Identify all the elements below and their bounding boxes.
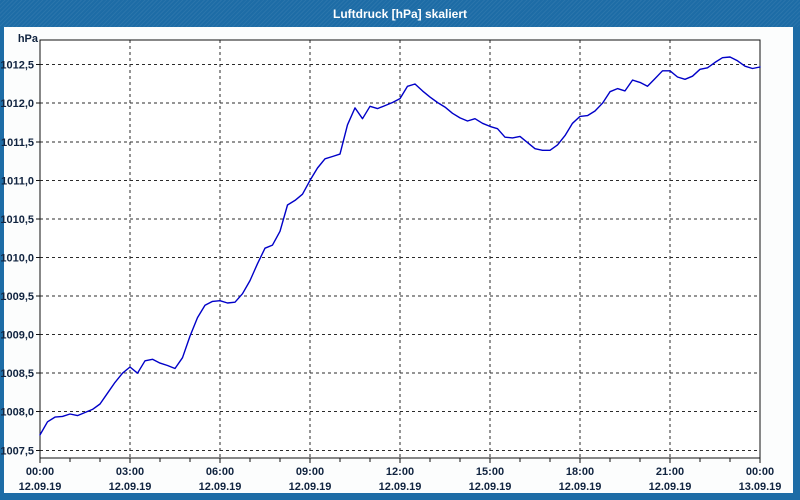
window-title: Luftdruck [hPa] skaliert [332, 6, 468, 21]
svg-text:1010,5: 1010,5 [0, 214, 34, 226]
svg-text:1011,5: 1011,5 [1, 137, 34, 149]
svg-text:12.09.19: 12.09.19 [109, 481, 152, 493]
svg-text:1011,0: 1011,0 [1, 175, 34, 187]
svg-text:12.09.19: 12.09.19 [289, 481, 332, 493]
svg-text:1012,0: 1012,0 [0, 98, 34, 110]
svg-text:12.09.19: 12.09.19 [559, 481, 602, 493]
svg-text:12.09.19: 12.09.19 [199, 481, 242, 493]
svg-text:1012,5: 1012,5 [0, 60, 34, 72]
svg-text:15:00: 15:00 [476, 466, 504, 478]
svg-text:00:00: 00:00 [26, 466, 54, 478]
svg-text:06:00: 06:00 [206, 466, 234, 478]
svg-text:12.09.19: 12.09.19 [469, 481, 512, 493]
svg-text:1009,5: 1009,5 [0, 291, 34, 303]
svg-text:12:00: 12:00 [386, 466, 414, 478]
svg-text:12.09.19: 12.09.19 [649, 481, 692, 493]
svg-text:1007,5: 1007,5 [0, 445, 34, 457]
y-axis-unit-label: hPa [17, 33, 38, 45]
window-border-bottom [0, 493, 800, 500]
window-border-right [793, 27, 800, 500]
svg-text:1010,0: 1010,0 [0, 253, 34, 265]
svg-text:1009,0: 1009,0 [0, 330, 34, 342]
svg-text:18:00: 18:00 [566, 466, 594, 478]
svg-text:00:00: 00:00 [746, 466, 774, 478]
svg-text:03:00: 03:00 [116, 466, 144, 478]
svg-text:21:00: 21:00 [656, 466, 684, 478]
window-titlebar[interactable]: Luftdruck [hPa] skaliert [0, 0, 800, 27]
svg-text:13.09.19: 13.09.19 [739, 481, 782, 493]
window-border-left [0, 27, 4, 500]
svg-text:1008,0: 1008,0 [0, 407, 34, 419]
svg-text:12.09.19: 12.09.19 [19, 481, 62, 493]
svg-text:1008,5: 1008,5 [0, 368, 34, 380]
svg-text:12.09.19: 12.09.19 [379, 481, 422, 493]
svg-text:09:00: 09:00 [296, 466, 324, 478]
